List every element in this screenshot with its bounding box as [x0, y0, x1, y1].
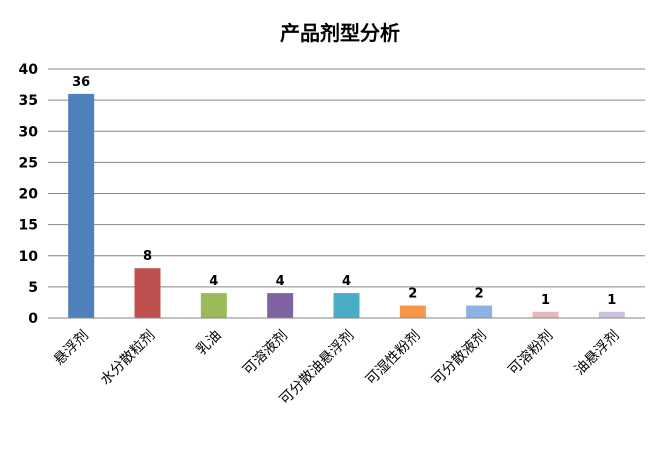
- data-label: 4: [209, 274, 218, 289]
- y-tick-label: 5: [28, 280, 38, 296]
- category-label: 乳油: [194, 328, 225, 359]
- bar: [399, 305, 426, 318]
- y-axis: 0 5 10 15 20 25 30 35 40: [19, 62, 39, 327]
- bar: [267, 293, 294, 318]
- bar: [333, 293, 360, 318]
- data-label: 1: [541, 293, 550, 308]
- y-tick-label: 0: [28, 311, 38, 327]
- bar: [466, 305, 493, 318]
- data-label: 8: [143, 249, 152, 264]
- data-label: 2: [475, 287, 484, 302]
- y-tick-label: 20: [19, 187, 39, 203]
- y-tick-label: 35: [19, 93, 38, 109]
- category-label: 可分散液剂: [429, 328, 490, 389]
- chart-title: 产品剂型分析: [280, 21, 400, 45]
- bar: [68, 93, 95, 319]
- y-tick-label: 15: [19, 218, 38, 234]
- bar: [200, 293, 227, 318]
- category-label: 悬浮剂: [51, 328, 92, 369]
- y-tick-label: 25: [19, 155, 38, 171]
- y-tick-label: 10: [19, 249, 39, 265]
- category-label: 可溶粉剂: [505, 328, 556, 379]
- y-tick-label: 40: [19, 62, 39, 78]
- category-label: 可溶液剂: [240, 328, 291, 379]
- data-label: 4: [342, 274, 351, 289]
- category-label: 油悬浮剂: [572, 328, 623, 379]
- bars: [68, 93, 625, 319]
- data-labels: 36 8 4 4 4 2 2 1 1: [72, 75, 616, 308]
- data-label: 2: [408, 287, 417, 302]
- data-label: 4: [276, 274, 285, 289]
- y-tick-label: 30: [19, 124, 39, 140]
- data-label: 1: [607, 293, 616, 308]
- bar: [598, 311, 625, 318]
- category-label: 水分散粒剂: [98, 328, 159, 389]
- bar: [134, 268, 161, 318]
- category-label: 可湿性粉剂: [363, 328, 424, 389]
- bar: [532, 311, 559, 318]
- data-label: 36: [72, 75, 90, 90]
